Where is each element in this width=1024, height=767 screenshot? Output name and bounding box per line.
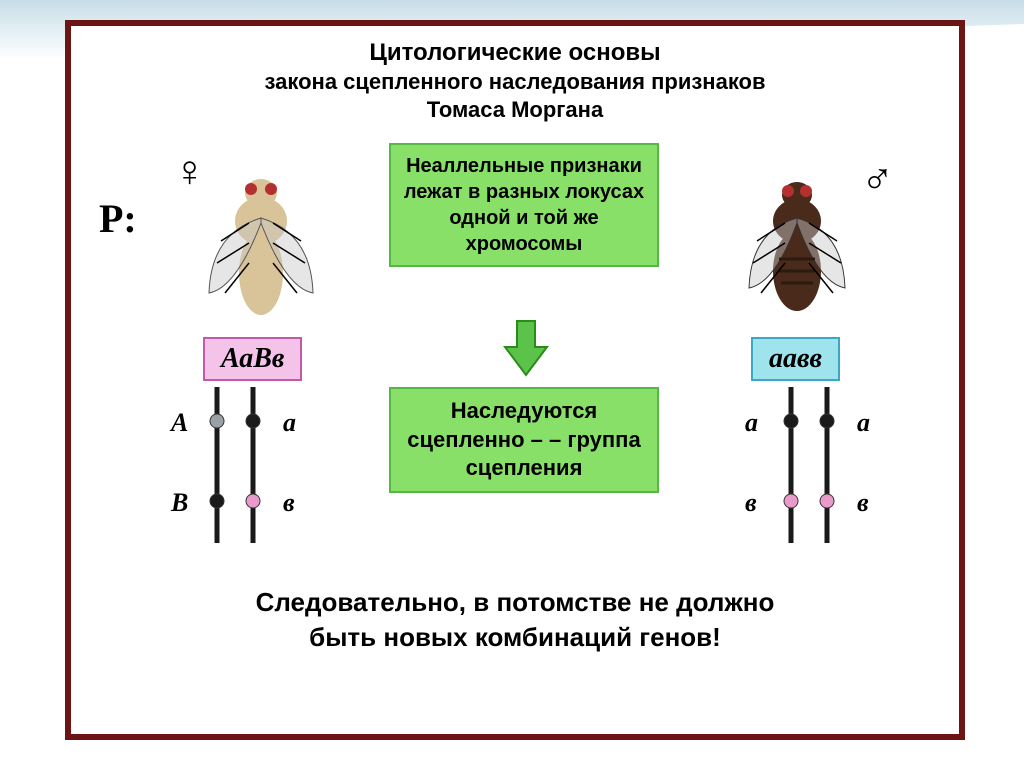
title-line2: закона сцепленного наследования признако… xyxy=(91,68,939,96)
conclusion-block: Следовательно, в потомстве не должно быт… xyxy=(91,585,939,655)
allele-label: а xyxy=(745,408,758,437)
allele-label: а xyxy=(283,408,296,437)
title-line3: Томаса Моргана xyxy=(91,96,939,124)
title-block: Цитологические основы закона сцепленного… xyxy=(91,38,939,123)
chromosome-right: а а в в xyxy=(719,373,909,553)
fly-male-illustration xyxy=(727,163,867,323)
parents-row: P: ♀ ♂ xyxy=(91,137,939,367)
chromosome-row: Наследуются сцепленно – – группа сцеплен… xyxy=(91,367,939,577)
allele-label: в xyxy=(745,488,757,517)
conclusion-line1: Следовательно, в потомстве не должно xyxy=(91,585,939,620)
parents-label: P: xyxy=(99,195,137,242)
allele-label: В xyxy=(170,488,188,517)
info-box-linked: Наследуются сцепленно – – группа сцеплен… xyxy=(389,387,659,493)
allele-label: в xyxy=(283,488,295,517)
info-box-nonallelic: Неаллельные признаки лежат в разных локу… xyxy=(389,143,659,267)
conclusion-line2: быть новых комбинаций генов! xyxy=(91,620,939,655)
content-area: Цитологические основы закона сцепленного… xyxy=(71,26,959,734)
allele-label: а xyxy=(857,408,870,437)
chromosome-left: А а В в xyxy=(145,373,335,553)
title-line1: Цитологические основы xyxy=(91,38,939,68)
main-frame: Цитологические основы закона сцепленного… xyxy=(65,20,965,740)
allele-label: А xyxy=(169,408,188,437)
fly-female-illustration xyxy=(191,163,331,323)
allele-label: в xyxy=(857,488,869,517)
